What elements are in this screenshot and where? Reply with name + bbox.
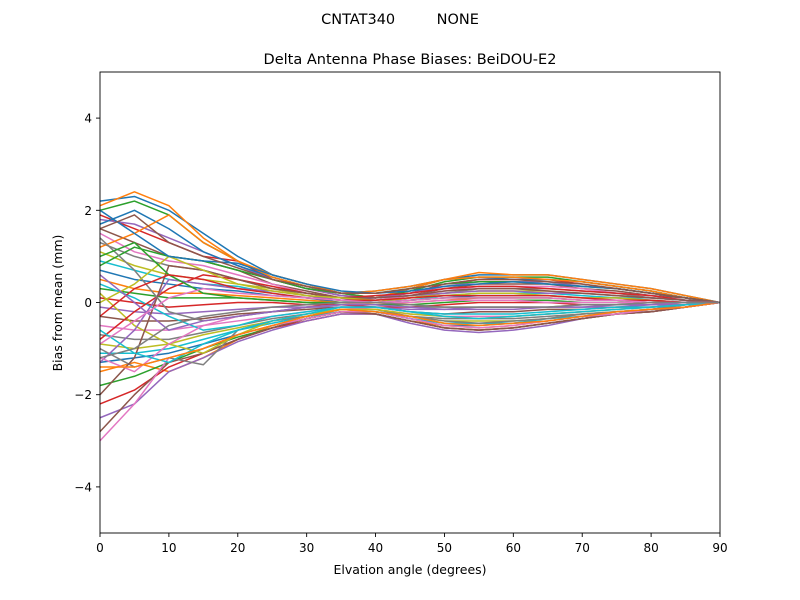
x-tick-label: 60	[506, 541, 521, 555]
y-tick-label: −4	[74, 480, 92, 494]
series-line-s47	[99, 287, 720, 345]
x-tick-label: 50	[437, 541, 452, 555]
x-axis: 0 10 20 30 40 50 60 70 80 90	[96, 533, 728, 555]
series-line-s32	[99, 214, 721, 304]
y-tick-label: 0	[84, 296, 92, 310]
series-line-s46	[99, 214, 721, 304]
series-group	[99, 191, 721, 442]
series-line-s40	[99, 301, 721, 364]
axes-frame	[99, 71, 721, 534]
figure-suptitle: CNTAT340 NONE	[321, 12, 479, 28]
series-line-s37	[99, 299, 720, 373]
series-line-s23	[99, 301, 721, 387]
series-line-s48	[99, 301, 720, 359]
x-tick-label: 0	[96, 541, 104, 555]
x-tick-label: 10	[161, 541, 176, 555]
y-tick-label: 4	[84, 112, 92, 126]
x-tick-label: 80	[643, 541, 658, 555]
x-tick-label: 70	[575, 541, 590, 555]
y-axis: −4 −2 0 2 4	[74, 112, 100, 494]
chart-title: Delta Antenna Phase Biases: BeiDOU-E2	[264, 52, 557, 68]
x-tick-label: 90	[712, 541, 727, 555]
x-tick-label: 20	[230, 541, 245, 555]
series-line-s34	[99, 274, 721, 340]
y-axis-label: Bias from mean (mm)	[50, 235, 65, 372]
x-tick-label: 30	[299, 541, 314, 555]
series-line-s42	[100, 301, 721, 368]
y-tick-label: 2	[84, 204, 92, 218]
series-line-s26	[99, 301, 721, 433]
x-tick-label: 40	[368, 541, 383, 555]
y-tick-label: −2	[74, 388, 92, 402]
x-axis-label: Elvation angle (degrees)	[333, 562, 486, 577]
